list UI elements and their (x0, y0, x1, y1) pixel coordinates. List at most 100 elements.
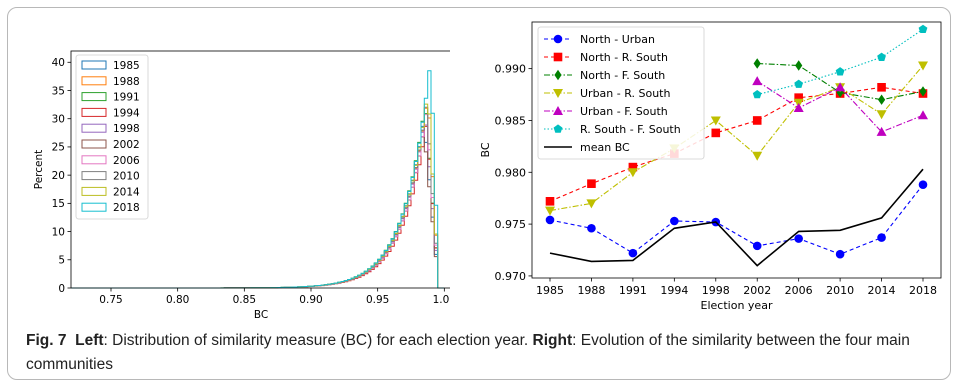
caption-right-word: Right (532, 332, 573, 349)
y-tick-label: 0.980 (495, 166, 527, 179)
data-point (711, 128, 721, 138)
legend-swatch-1985 (81, 60, 107, 70)
caption-left-text: : Distribution of similarity measure (BC… (103, 332, 533, 349)
y-tick-label: 5 (58, 255, 65, 267)
y-tick-label: 40 (52, 57, 65, 69)
legend-label: Urban - F. South (580, 105, 668, 118)
legend-label: mean BC (580, 141, 630, 154)
legend-label-2014: 2014 (113, 186, 140, 198)
x-tick-label: 2014 (868, 284, 896, 297)
legend-marker (553, 52, 563, 62)
x-tick-label: 2018 (909, 284, 937, 297)
legend-label-1998: 1998 (113, 123, 140, 135)
x-tick-label: 1994 (660, 284, 688, 297)
data-point (876, 126, 887, 136)
legend-entry-Urban - F. South: Urban - F. South (544, 105, 668, 118)
legend-swatch-1998 (81, 123, 107, 133)
data-point (795, 60, 803, 71)
legend-entry-North - Urban: North - Urban (544, 33, 655, 46)
legend-label: North - F. South (580, 69, 665, 82)
y-tick-label: 0 (58, 283, 65, 295)
x-tick-label: 0.95 (366, 294, 389, 306)
x-tick-label: 1988 (577, 284, 605, 297)
legend-swatch-2014 (81, 186, 107, 196)
data-point (710, 116, 721, 126)
x-tick-label: 1.00 (433, 294, 450, 306)
y-tick-label: 35 (52, 85, 65, 97)
legend-entry-North - R. South: North - R. South (544, 51, 668, 64)
legend-swatch-1994 (81, 107, 107, 117)
x-axis-label: BC (254, 309, 268, 321)
legend-swatch-2006 (81, 155, 107, 165)
y-tick-label: 30 (52, 114, 65, 126)
data-point (587, 179, 596, 188)
legend-box (75, 54, 149, 220)
legend-label-2002: 2002 (113, 139, 140, 151)
legend-entry-North - F. South: North - F. South (544, 69, 665, 82)
data-point (628, 162, 638, 172)
legend-marker (553, 106, 563, 115)
x-tick-label: 0.85 (233, 294, 256, 306)
legend-label: North - R. South (580, 51, 668, 64)
legend-label-1988: 1988 (113, 76, 140, 88)
legend-swatch-1991 (81, 92, 107, 102)
legend-label-1994: 1994 (113, 107, 140, 119)
data-point (670, 216, 679, 226)
data-point (835, 82, 846, 92)
y-tick-label: 0.970 (495, 270, 527, 283)
data-point (877, 233, 886, 242)
y-axis-label: BC (479, 142, 492, 157)
data-point (587, 223, 596, 233)
y-tick-label: 0.990 (495, 63, 527, 76)
legend-label-1991: 1991 (113, 92, 140, 104)
y-tick-label: 0.975 (495, 218, 527, 231)
x-tick-label: 2002 (743, 284, 771, 297)
legend-entry-mean BC: mean BC (544, 141, 630, 154)
data-point (586, 199, 597, 209)
legend-box (537, 26, 705, 160)
data-point (752, 76, 763, 86)
legend-label: North - Urban (580, 33, 655, 46)
data-point (835, 67, 845, 76)
y-axis-label: Percent (33, 150, 45, 190)
legend-label-1985: 1985 (113, 60, 140, 72)
y-tick-label: 10 (52, 226, 65, 238)
legend-entry-R. South - F. South: R. South - F. South (544, 123, 681, 136)
x-tick-label: 1991 (619, 284, 647, 297)
legend-label: R. South - F. South (580, 123, 681, 136)
data-point (919, 86, 927, 97)
data-point (876, 110, 887, 120)
line-series-Urban - F. South (752, 76, 928, 136)
legend-label-2010: 2010 (113, 171, 140, 183)
figure-caption: Fig. 7 Left: Distribution of similarity … (26, 329, 936, 377)
caption-fig-label: Fig. 7 (26, 332, 67, 349)
x-tick-label: 0.80 (166, 294, 189, 306)
data-point (794, 79, 803, 88)
data-point (752, 90, 762, 99)
x-tick-label: 1998 (702, 284, 730, 297)
y-tick-label: 20 (52, 170, 65, 182)
x-tick-label: 2010 (826, 284, 854, 297)
legend-entry-Urban - R. South: Urban - R. South (544, 87, 670, 100)
legend-label-2006: 2006 (113, 155, 140, 167)
y-tick-label: 15 (52, 198, 65, 210)
line-series-R. South - F. South (752, 24, 928, 99)
plot-frame (531, 21, 942, 279)
data-point (628, 248, 638, 258)
caption-left-word: Left (75, 332, 104, 349)
legend-swatch-1988 (81, 76, 107, 86)
legend-marker (553, 34, 563, 44)
data-point (753, 58, 761, 69)
legend-marker (554, 69, 562, 81)
line-series-North - F. South (753, 58, 927, 105)
x-tick-label: 2006 (785, 284, 813, 297)
legend-marker (553, 89, 563, 98)
data-point (918, 24, 928, 33)
series-line (549, 168, 924, 267)
y-tick-label: 25 (52, 142, 65, 154)
series-line (549, 184, 924, 255)
data-point (918, 61, 928, 71)
data-point (836, 87, 844, 98)
plot-frame (70, 50, 450, 289)
histogram-chart: 0.75 0.80 0.85 0.90 0.95 1.00 0 5 10 15 20 25 30 35 40… (33, 50, 450, 321)
